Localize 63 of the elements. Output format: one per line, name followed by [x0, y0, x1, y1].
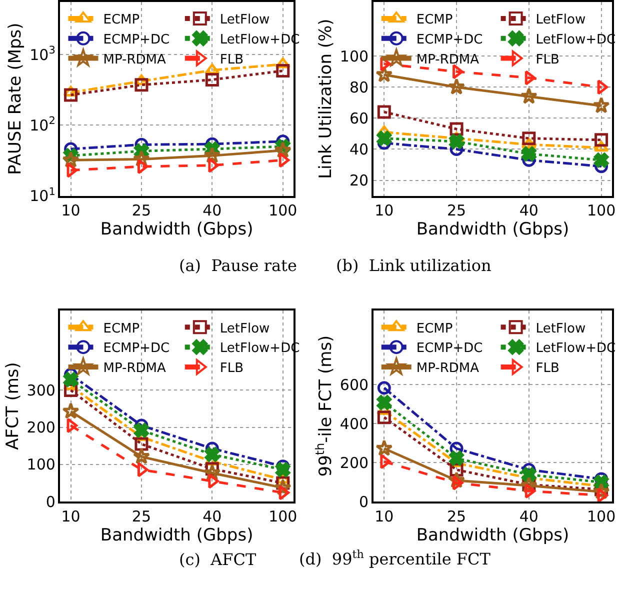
- legend-label: MP-RDMA: [416, 361, 480, 376]
- legend-label: ECMP+DC: [416, 341, 483, 356]
- x-tick-label: 100: [268, 507, 298, 526]
- legend-label: FLB: [220, 52, 244, 68]
- x-tick-label: 10: [374, 507, 394, 526]
- legend-label: ECMP+DC: [103, 341, 170, 356]
- y-tick-label: 0: [359, 492, 369, 511]
- legend-label: ECMP+DC: [103, 32, 170, 48]
- x-tick-label: 40: [202, 202, 222, 220]
- y-tick-label: 0: [46, 492, 56, 511]
- legend-label: FLB: [536, 361, 560, 376]
- y-axis-title: AFCT (ms): [2, 362, 23, 450]
- legend-label: MP-RDMA: [103, 361, 166, 376]
- x-tick-label: 40: [519, 202, 538, 220]
- y-axis-title: PAUSE Rate (Mps): [6, 22, 26, 175]
- y-tick-label: 60: [349, 109, 369, 128]
- legend-label: FLB: [220, 361, 244, 376]
- y-tick-label: 100: [340, 47, 369, 66]
- y-tick-label: 40: [349, 140, 369, 158]
- legend-label: ECMP: [416, 321, 453, 336]
- y-tick-label: 10$^{3}$: [30, 44, 56, 64]
- y-tick-label: 200: [340, 454, 369, 472]
- y-tick-label: 100: [26, 456, 56, 474]
- y-tick-label: 10$^{2}$: [30, 115, 56, 134]
- x-axis-title: Bandwidth (Gbps): [100, 220, 254, 240]
- legend-label: ECMP: [416, 12, 453, 28]
- text: (c) AFCT: [179, 550, 257, 569]
- x-tick-label: 100: [268, 202, 298, 220]
- x-tick-label: 40: [519, 507, 538, 526]
- y-tick-label: 10$^{1}$: [30, 186, 56, 206]
- legend-label: ECMP+DC: [416, 32, 483, 48]
- x-tick-label: 25: [132, 202, 152, 220]
- text: (a) Pause rate: [179, 256, 297, 275]
- x-axis-title: Bandwidth (Gbps): [416, 525, 570, 546]
- y-tick-label: 20: [349, 172, 369, 190]
- x-tick-label: 100: [586, 202, 616, 220]
- legend-label: ECMP: [103, 321, 140, 336]
- legend-label: MP-RDMA: [103, 52, 166, 68]
- x-tick-label: 25: [446, 507, 466, 526]
- x-tick-label: 100: [586, 507, 616, 526]
- y-tick-label: 200: [26, 418, 56, 437]
- text: (b) Link utilization: [336, 256, 492, 275]
- legend-label: LetFlow: [536, 321, 586, 336]
- legend-label: FLB: [536, 52, 560, 68]
- legend-label: MP-RDMA: [416, 52, 480, 68]
- x-tick-label: 10: [374, 202, 394, 220]
- legend-label: LetFlow: [220, 12, 270, 28]
- text: (d) 99$^{th}$ percentile FCT: [299, 548, 491, 569]
- x-axis-title: Bandwidth (Gbps): [416, 220, 570, 240]
- x-tick-label: 10: [61, 507, 80, 526]
- x-tick-label: 25: [446, 202, 466, 220]
- legend-label: ECMP: [103, 12, 140, 28]
- y-tick-label: 300: [26, 381, 56, 400]
- x-tick-label: 10: [61, 202, 80, 220]
- y-axis-title: Link Utilization (%): [316, 18, 336, 179]
- legend-label: LetFlow: [220, 321, 270, 336]
- legend-label: LetFlow: [536, 12, 586, 28]
- x-tick-label: 25: [132, 507, 152, 526]
- y-tick-label: 400: [340, 414, 369, 433]
- x-tick-label: 40: [202, 507, 222, 526]
- y-tick-label: 80: [349, 78, 369, 96]
- x-axis-title: Bandwidth (Gbps): [100, 525, 254, 546]
- y-tick-label: 600: [340, 376, 369, 394]
